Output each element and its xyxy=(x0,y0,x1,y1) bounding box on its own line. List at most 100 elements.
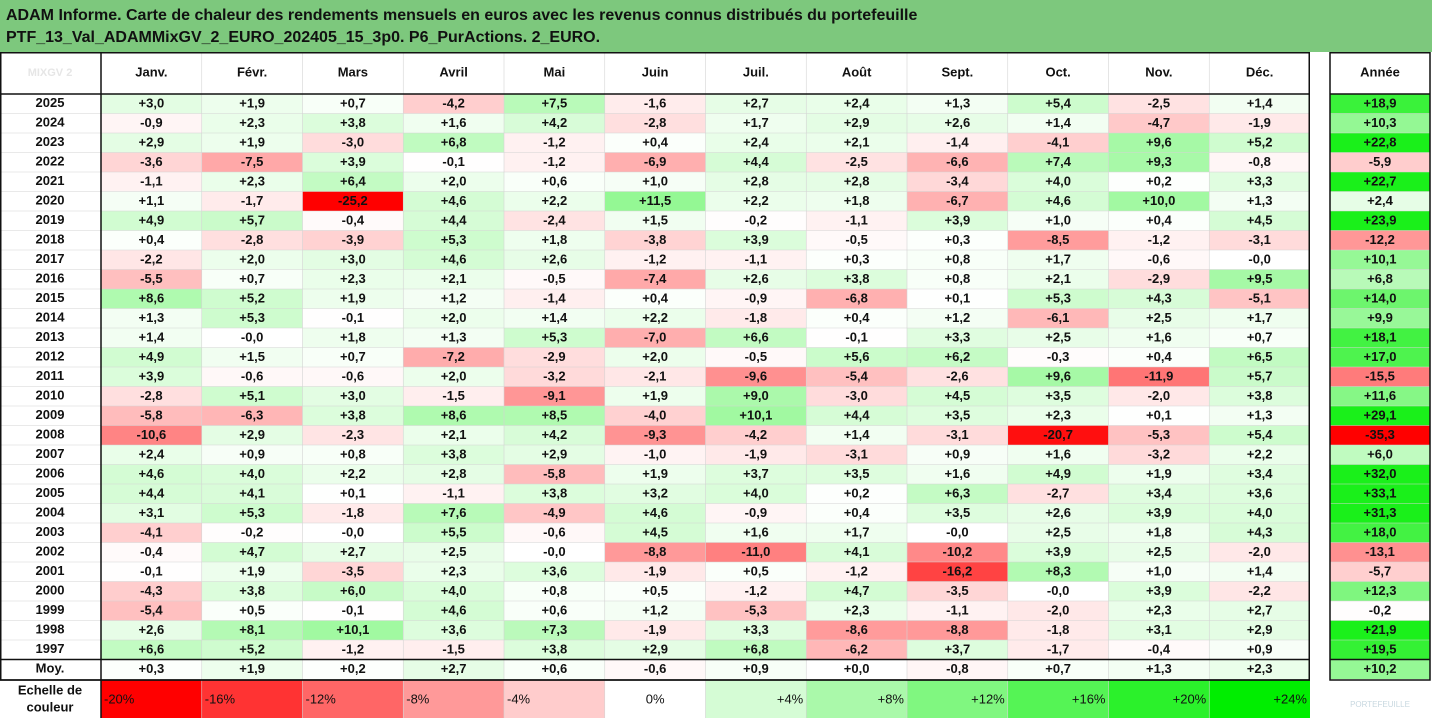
year-header: Année xyxy=(1360,64,1400,79)
heatmap-cell xyxy=(302,620,404,640)
cell-value: -16,2 xyxy=(943,564,973,579)
heatmap-cell xyxy=(705,133,807,153)
cell-value: -1,5 xyxy=(442,642,464,657)
cell-value: +3,3 xyxy=(945,330,971,345)
cell-value: -10,6 xyxy=(137,427,167,442)
heatmap-cell xyxy=(403,425,504,445)
heatmap-cell xyxy=(604,113,706,133)
heatmap-cell xyxy=(907,211,1008,231)
cell-value: +1,6 xyxy=(441,115,467,130)
cell-value: +0,7 xyxy=(1247,330,1273,345)
cell-value: -3,9 xyxy=(342,232,364,247)
cell-value: -5,1 xyxy=(1248,291,1270,306)
heatmap-cell xyxy=(504,308,605,328)
heatmap-cell xyxy=(1209,386,1310,406)
cell-value: +3,9 xyxy=(1045,544,1071,559)
heatmap-cell xyxy=(907,620,1008,640)
column-header: Janv. xyxy=(135,64,167,79)
heatmap-cell xyxy=(302,250,404,270)
cell-value: -0,1 xyxy=(140,564,162,579)
heatmap-cell xyxy=(604,172,706,192)
cell-value: -0,0 xyxy=(946,525,968,540)
heatmap-cell xyxy=(806,308,907,328)
row-label: 2022 xyxy=(36,154,65,169)
cell-value: +4,4 xyxy=(844,408,870,423)
cell-value: -5,4 xyxy=(845,369,868,384)
cell-value: +4,6 xyxy=(441,193,467,208)
heatmap-cell xyxy=(403,94,504,114)
cell-value: +5,3 xyxy=(542,330,568,345)
average-value: +1,9 xyxy=(239,661,265,676)
heatmap-cell xyxy=(403,289,504,309)
cell-value: -2,5 xyxy=(1148,96,1170,111)
heatmap-cell xyxy=(302,152,404,172)
year-cell xyxy=(1330,94,1430,114)
heatmap-cell xyxy=(403,230,504,250)
cell-value: +1,2 xyxy=(441,291,467,306)
heatmap-cell xyxy=(201,503,303,523)
year-value: +32,0 xyxy=(1364,466,1397,481)
year-value: +19,5 xyxy=(1364,642,1397,657)
scale-swatch xyxy=(1209,680,1310,718)
year-cell xyxy=(1330,464,1430,484)
heatmap-cell xyxy=(806,386,907,406)
heatmap-cell xyxy=(101,425,202,445)
cell-value: -0,3 xyxy=(1047,349,1069,364)
heatmap-cell xyxy=(604,601,706,621)
cell-value: +3,4 xyxy=(1247,466,1273,481)
row-label: 2009 xyxy=(36,407,65,422)
year-value: -13,1 xyxy=(1365,544,1395,559)
cell-value: -7,5 xyxy=(241,154,263,169)
cell-value: +6,0 xyxy=(340,583,366,598)
cell-value: -1,9 xyxy=(1248,115,1270,130)
column-header: Août xyxy=(842,64,872,79)
average-value: +0,6 xyxy=(542,661,568,676)
cell-value: -1,1 xyxy=(845,213,867,228)
cell-value: +8,5 xyxy=(542,408,568,423)
heatmap-cell xyxy=(907,152,1008,172)
heatmap-cell xyxy=(1108,562,1210,582)
cell-value: -3,0 xyxy=(845,388,867,403)
cell-value: -1,4 xyxy=(946,135,969,150)
cell-value: +2,3 xyxy=(239,115,265,130)
cell-value: +2,9 xyxy=(642,642,668,657)
heatmap-cell xyxy=(302,484,404,504)
heatmap-cell xyxy=(604,386,706,406)
heatmap-cell xyxy=(201,94,303,114)
heatmap-cell xyxy=(1007,328,1109,348)
heatmap-cell xyxy=(201,133,303,153)
heatmap-cell xyxy=(201,425,303,445)
scale-label: +20% xyxy=(1173,691,1207,706)
heatmap-cell xyxy=(604,133,706,153)
average-cell xyxy=(504,659,605,679)
year-value: +2,4 xyxy=(1367,193,1393,208)
cell-value: +0,9 xyxy=(1247,642,1273,657)
average-cell xyxy=(101,659,202,679)
year-border xyxy=(1329,52,1431,681)
heatmap-cell xyxy=(1209,425,1310,445)
heatmap-cell xyxy=(504,289,605,309)
cell-value: +0,5 xyxy=(743,564,769,579)
heatmap-cell xyxy=(504,172,605,192)
heatmap-cell xyxy=(101,581,202,601)
heatmap-cell xyxy=(302,230,404,250)
heatmap-cell xyxy=(403,211,504,231)
cell-value: -1,9 xyxy=(644,622,666,637)
row-label: 2015 xyxy=(36,290,65,305)
average-year-value: +10,2 xyxy=(1364,661,1397,676)
heatmap-cell xyxy=(705,581,807,601)
heatmap-cell xyxy=(504,425,605,445)
heatmap-cell xyxy=(806,464,907,484)
cell-value: +2,1 xyxy=(441,427,467,442)
cell-value: +3,5 xyxy=(1045,388,1071,403)
row-label: 2000 xyxy=(36,583,65,598)
heatmap-cell xyxy=(201,562,303,582)
year-cell xyxy=(1330,133,1430,153)
cell-value: +4,1 xyxy=(844,544,870,559)
cell-value: -8,6 xyxy=(845,622,867,637)
year-cell xyxy=(1330,152,1430,172)
year-value: +17,0 xyxy=(1364,349,1397,364)
row-label: 1998 xyxy=(36,622,65,637)
heatmap-cell xyxy=(403,133,504,153)
row-label: 2010 xyxy=(36,388,65,403)
